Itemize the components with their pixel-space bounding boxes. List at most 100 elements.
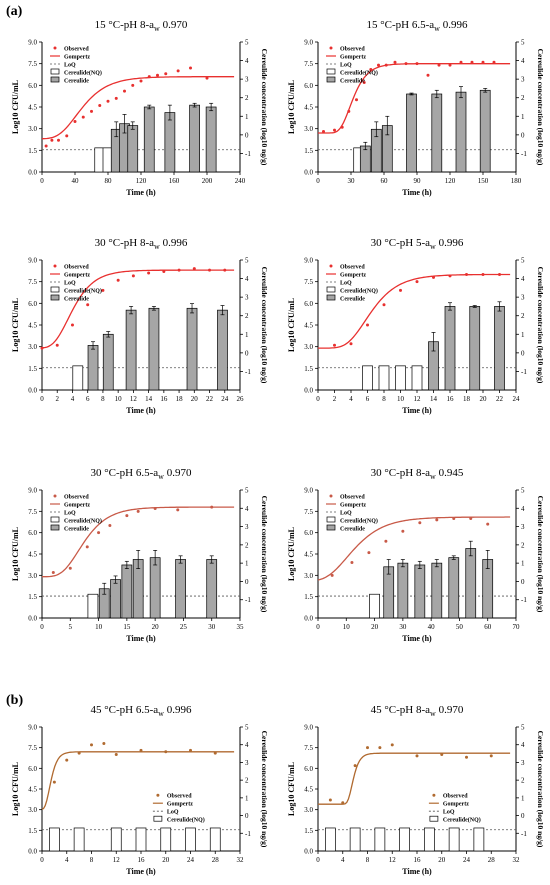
observed-point	[164, 72, 168, 76]
observed-point	[322, 130, 325, 134]
legend-label: LoQ	[340, 281, 352, 287]
title-tail: 0.970	[436, 704, 464, 716]
bar-cereulide	[383, 566, 395, 619]
bar-nq	[135, 827, 147, 852]
legend-marker-observed	[329, 264, 333, 268]
x-tick-label: 0	[40, 623, 44, 631]
y-left-tick-label: 3.0	[304, 343, 313, 351]
observed-point	[116, 278, 120, 282]
y-right-tick-label: 3	[521, 759, 525, 767]
chart-title: 45 °C-pH 6.5-aw 0.996	[91, 704, 192, 718]
y-right-tick-label: -1	[245, 150, 251, 158]
title-tail: 0.996	[440, 19, 468, 31]
observed-point	[213, 751, 217, 755]
title-main: 30 °C-pH 8-a	[371, 467, 431, 479]
legend-label: Cereulide(NQ)	[64, 70, 102, 77]
x-tick-label: 16	[414, 856, 422, 864]
x-tick-label: 8	[366, 856, 370, 864]
observed-point	[210, 505, 214, 509]
observed-point	[86, 303, 90, 307]
observed-point	[106, 99, 110, 103]
y-right-tick-label: 1	[521, 331, 525, 339]
y-right-tick-label: -1	[521, 596, 527, 604]
y-right-tick-label: 5	[245, 487, 249, 495]
x-tick-label: 0	[40, 395, 44, 403]
y-right-tick-label: 5	[521, 39, 525, 47]
y-left-tick-label: 3.0	[28, 125, 37, 133]
legend-marker-cereulide	[50, 294, 60, 301]
bar-cereulide	[494, 306, 505, 391]
gompertz-curve	[41, 269, 235, 349]
title-subscript: w	[430, 472, 436, 481]
y-left-axis-label: Log10 CFU/mL	[287, 298, 296, 352]
observed-point	[481, 60, 485, 64]
bar-nq	[160, 827, 172, 852]
y-right-tick-label: 0	[521, 131, 525, 139]
observed-point	[401, 529, 405, 533]
title-subscript: w	[430, 242, 436, 251]
legend-label: Observed	[340, 47, 365, 53]
legend-marker-cereulide	[326, 76, 336, 83]
observed-point	[65, 134, 69, 138]
gompertz-curve	[317, 516, 511, 581]
observed-point	[341, 801, 345, 805]
x-axis-label: Time (h)	[126, 406, 156, 415]
y-right-tick-label: 0	[521, 349, 525, 357]
legend-label: Observed	[443, 794, 468, 800]
y-left-axis-label: Log10 CFU/mL	[11, 527, 20, 581]
y-right-tick-label: 4	[245, 275, 249, 283]
x-tick-label: 22	[496, 395, 504, 403]
y-right-tick-label: 5	[521, 724, 525, 732]
x-tick-label: 20	[162, 856, 170, 864]
y-left-tick-label: 0.0	[28, 615, 37, 623]
y-right-tick-label: 2	[521, 312, 525, 320]
legend-label: Gompertz	[167, 802, 193, 808]
bar-nq	[395, 365, 406, 391]
bar-cereulide	[125, 309, 137, 391]
y-left-tick-label: 9.0	[28, 487, 37, 495]
y-left-tick-label: 4.5	[28, 786, 37, 794]
legend-marker-nq	[326, 516, 336, 523]
observed-point	[223, 268, 227, 272]
y-right-axis-label: Cereulide concentration (log10 ng/g)	[536, 267, 545, 384]
x-tick-label: 24	[221, 395, 229, 403]
y-left-tick-label: 1.5	[304, 147, 313, 155]
legend-label: LoQ	[167, 810, 179, 816]
legend-marker-nq	[50, 68, 60, 75]
bar-cereulide	[87, 345, 99, 391]
title-subscript: w	[154, 242, 160, 251]
observed-point	[136, 509, 140, 513]
bar-nq	[399, 827, 410, 852]
y-left-tick-label: 6.0	[304, 529, 313, 537]
x-tick-label: 16	[447, 395, 455, 403]
y-right-tick-label: -1	[521, 150, 527, 158]
bar-cereulide	[102, 333, 114, 391]
bar-cereulide	[448, 557, 460, 619]
bar-cereulide	[186, 307, 198, 391]
observed-point	[131, 83, 135, 87]
observed-point	[85, 545, 89, 549]
bar-cereulide	[205, 106, 217, 173]
gompertz-curve	[318, 752, 511, 805]
chart-title: 15 °C-pH 8-aw 0.970	[95, 19, 188, 33]
x-tick-label: 8	[382, 395, 386, 403]
y-right-axis-label: Cereulide concentration (log10 ng/g)	[536, 49, 545, 166]
y-right-tick-label: 0	[245, 131, 249, 139]
observed-point	[440, 753, 444, 757]
observed-point	[340, 125, 344, 129]
observed-point	[176, 508, 180, 512]
observed-point	[481, 272, 485, 276]
y-right-tick-label: 1	[521, 560, 525, 568]
y-left-tick-label: 7.5	[304, 60, 313, 68]
bar-cereulide	[406, 93, 417, 173]
observed-point	[378, 746, 382, 750]
x-tick-label: 60	[484, 623, 492, 631]
legend-label: LoQ	[340, 511, 352, 517]
bar-nq	[473, 827, 485, 852]
y-left-tick-label: 1.5	[28, 593, 37, 601]
y-left-tick-label: 6.0	[28, 529, 37, 537]
x-tick-label: 20	[152, 623, 160, 631]
